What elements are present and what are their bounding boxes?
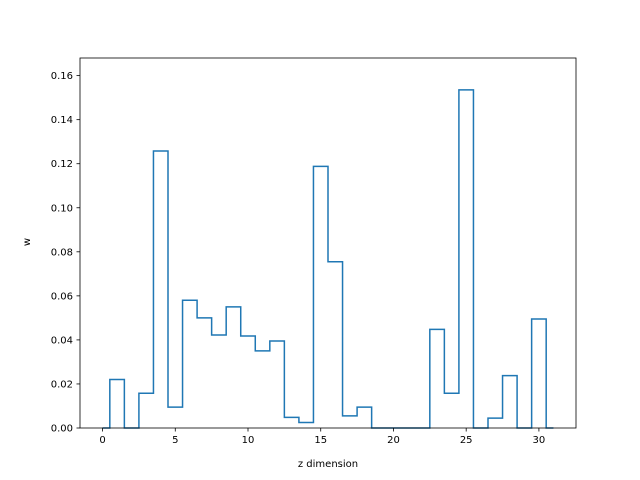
x-tick-label: 10: [242, 435, 255, 446]
y-tick-label: 0.10: [51, 203, 73, 214]
y-tick-label: 0.16: [51, 71, 73, 82]
y-tick-label: 0.04: [51, 335, 73, 346]
x-tick-label: 30: [533, 435, 546, 446]
plot-frame: [79, 57, 577, 429]
x-axis-label: z dimension: [298, 459, 358, 470]
x-axis: 0 5 10 15 20 25 30: [99, 428, 545, 446]
x-tick-label: 20: [387, 435, 400, 446]
y-axis: 0.00 0.02 0.04 0.06 0.08 0.10 0.12 0.14 0.16: [51, 71, 80, 435]
y-tick-label: 0.12: [51, 159, 73, 170]
y-axis-label: w: [22, 238, 33, 246]
y-tick-label: 0.02: [51, 379, 73, 390]
y-tick-label: 0.00: [51, 424, 73, 435]
x-tick-label: 5: [172, 435, 178, 446]
y-tick-label: 0.14: [51, 115, 73, 126]
y-tick-label: 0.06: [51, 291, 73, 302]
x-tick-label: 15: [314, 435, 327, 446]
x-tick-label: 25: [460, 435, 473, 446]
x-tick-label: 0: [99, 435, 105, 446]
y-tick-label: 0.08: [51, 247, 73, 258]
